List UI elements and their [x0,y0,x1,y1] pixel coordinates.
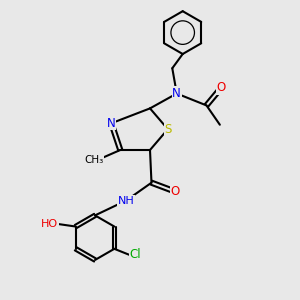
Text: N: N [172,87,181,100]
Text: NH: NH [118,196,135,206]
Text: HO: HO [41,219,58,229]
Text: O: O [217,81,226,94]
Text: O: O [171,185,180,198]
Text: N: N [107,117,116,130]
Text: S: S [164,123,172,136]
Text: Cl: Cl [129,248,141,261]
Text: CH₃: CH₃ [84,155,103,165]
